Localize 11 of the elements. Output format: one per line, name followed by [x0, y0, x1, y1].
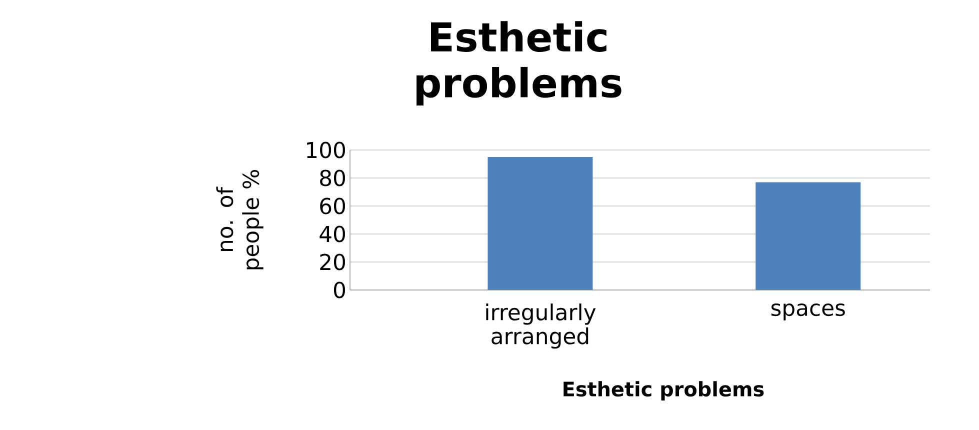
chart-title: Esthetic problems — [416, 21, 622, 106]
y-tick-label: 40 — [320, 226, 346, 242]
y-tick-label: 0 — [334, 282, 346, 298]
y-axis-title: no. of people % — [216, 170, 264, 270]
y-tick-label: 20 — [320, 254, 346, 270]
x-tick-label: spaces — [771, 304, 845, 320]
y-tick-label: 60 — [320, 198, 346, 214]
x-axis-title: Esthetic problems — [564, 381, 764, 400]
x-tick-label: irregularly arranged — [486, 304, 596, 349]
y-tick-label: 100 — [307, 142, 346, 158]
y-tick-label: 80 — [320, 170, 346, 186]
